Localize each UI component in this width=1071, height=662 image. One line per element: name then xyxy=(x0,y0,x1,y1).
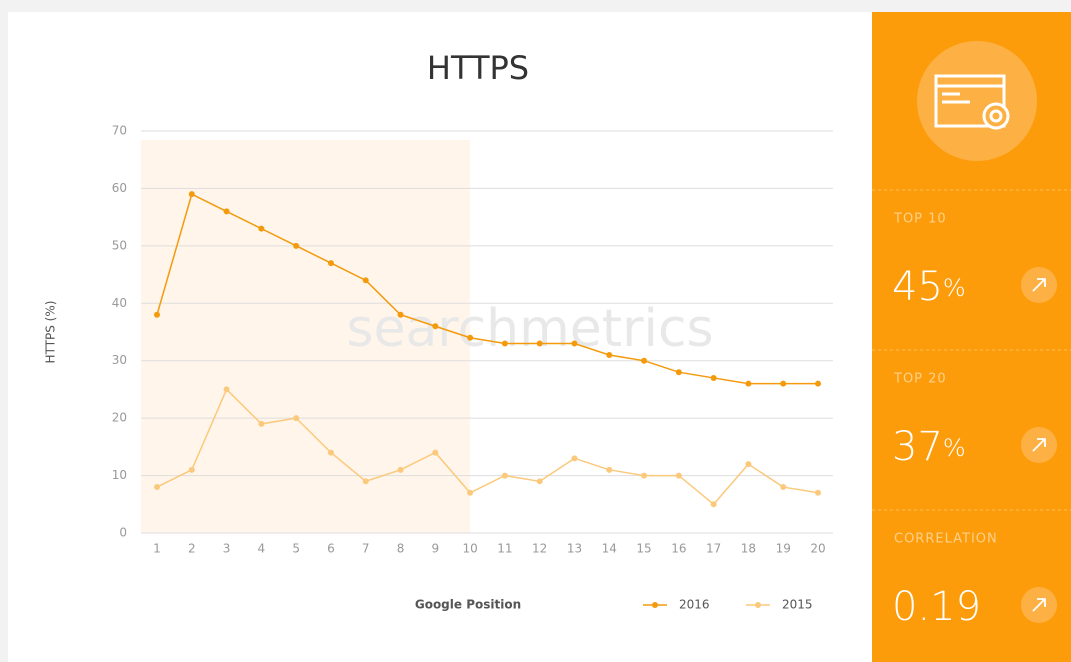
point xyxy=(641,472,648,479)
point xyxy=(501,472,508,479)
point xyxy=(675,472,682,479)
y-tick-label: 0 xyxy=(119,526,127,540)
point xyxy=(467,334,474,341)
legend-marker xyxy=(755,602,761,608)
stat-number: 45 xyxy=(892,264,943,310)
y-tick-label: 70 xyxy=(112,124,127,138)
x-tick-label: 2 xyxy=(188,542,196,556)
legend-label: 2016 xyxy=(679,598,710,612)
icon xyxy=(934,74,1010,130)
point xyxy=(536,340,543,347)
point xyxy=(397,311,404,318)
point xyxy=(432,449,439,456)
point xyxy=(293,242,300,249)
stat-unit: % xyxy=(943,274,966,302)
point xyxy=(258,225,265,232)
point xyxy=(780,484,787,491)
stat-arrow xyxy=(1032,438,1046,452)
series-line xyxy=(156,193,818,385)
x-tick-label: 10 xyxy=(462,542,477,556)
point xyxy=(745,380,752,387)
point xyxy=(223,208,230,215)
point xyxy=(571,455,578,462)
point xyxy=(154,484,160,491)
stat-arrow xyxy=(1032,598,1046,612)
stat-label: CORRELATION xyxy=(894,532,998,547)
stat-label: TOP 20 xyxy=(893,372,947,387)
legend-label: 2015 xyxy=(782,598,813,612)
point xyxy=(362,277,369,284)
x-tick-label: 13 xyxy=(567,542,582,556)
stat-label: TOP 10 xyxy=(893,212,947,227)
point xyxy=(780,380,787,387)
x-tick-label: 7 xyxy=(362,542,370,556)
x-tick-label: 3 xyxy=(223,542,231,556)
point xyxy=(710,374,717,381)
point xyxy=(362,478,369,485)
point xyxy=(327,260,334,267)
stat-arrow xyxy=(1032,278,1046,292)
y-tick-label: 50 xyxy=(112,238,127,252)
stat-value: 37% xyxy=(892,424,966,470)
point xyxy=(432,323,439,330)
point xyxy=(606,351,613,358)
y-tick-label: 30 xyxy=(112,353,127,367)
stat-unit: % xyxy=(943,434,966,462)
x-tick-label: 11 xyxy=(497,542,512,556)
stat-number: 0.19 xyxy=(892,584,981,630)
point xyxy=(188,466,195,473)
point xyxy=(501,340,508,347)
x-axis-title: Google Position xyxy=(415,598,521,612)
stat-value: 45% xyxy=(892,264,966,310)
x-tick-label: 4 xyxy=(258,542,266,556)
point xyxy=(188,191,195,198)
point xyxy=(258,420,265,427)
icon-circle xyxy=(917,41,1037,161)
stat-value: 0.19 xyxy=(892,584,981,630)
point xyxy=(606,466,613,473)
point xyxy=(571,340,578,347)
point xyxy=(675,369,682,376)
x-tick-label: 12 xyxy=(532,542,547,556)
series-line xyxy=(156,388,819,506)
chart-title: HTTPS xyxy=(427,49,529,87)
x-tick-label: 14 xyxy=(602,542,617,556)
x-tick-label: 18 xyxy=(741,542,756,556)
x-tick-label: 15 xyxy=(636,542,651,556)
y-axis-title: HTTPS (%) xyxy=(44,301,58,364)
x-tick-label: 5 xyxy=(292,542,300,556)
x-tick-label: 16 xyxy=(671,542,686,556)
x-tick-label: 1 xyxy=(153,542,161,556)
y-tick-label: 60 xyxy=(112,181,127,195)
point xyxy=(710,501,717,508)
x-tick-label: 9 xyxy=(431,542,439,556)
point xyxy=(293,415,300,422)
stat-number: 37 xyxy=(892,424,943,470)
x-tick-label: 17 xyxy=(706,542,721,556)
point xyxy=(815,380,821,387)
point xyxy=(536,478,543,485)
point xyxy=(815,489,821,496)
point xyxy=(223,386,230,393)
watermark: searchmetrics xyxy=(346,299,713,359)
point xyxy=(154,311,160,318)
point xyxy=(467,489,474,496)
y-tick-label: 10 xyxy=(112,468,127,482)
point xyxy=(641,357,648,364)
legend-marker xyxy=(652,602,658,608)
point xyxy=(397,466,404,473)
highlight-region xyxy=(141,140,470,533)
x-tick-label: 6 xyxy=(327,542,335,556)
x-tick-label: 8 xyxy=(397,542,405,556)
y-tick-label: 40 xyxy=(112,296,127,310)
x-tick-label: 19 xyxy=(776,542,791,556)
y-tick-label: 20 xyxy=(112,411,127,425)
point xyxy=(327,449,334,456)
point xyxy=(745,461,752,468)
x-tick-label: 20 xyxy=(810,542,825,556)
